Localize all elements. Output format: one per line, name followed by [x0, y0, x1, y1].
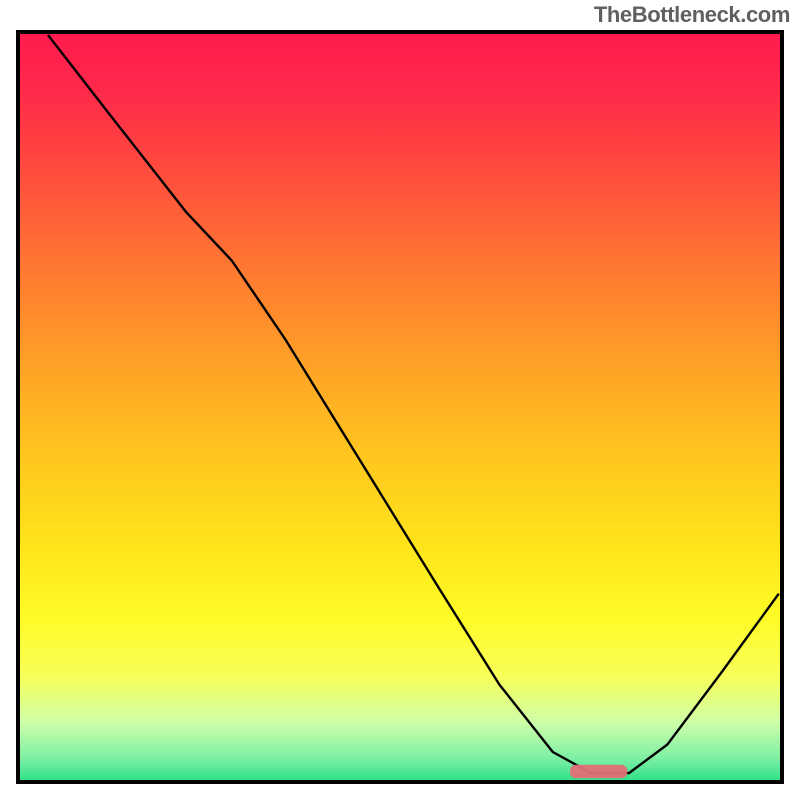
chart-container: { "watermark": "TheBottleneck.com", "cha… [0, 0, 800, 800]
plot-area [16, 30, 784, 784]
watermark-text: TheBottleneck.com [594, 2, 790, 28]
bottleneck-curve-chart [16, 30, 784, 784]
optimum-marker [570, 765, 627, 779]
